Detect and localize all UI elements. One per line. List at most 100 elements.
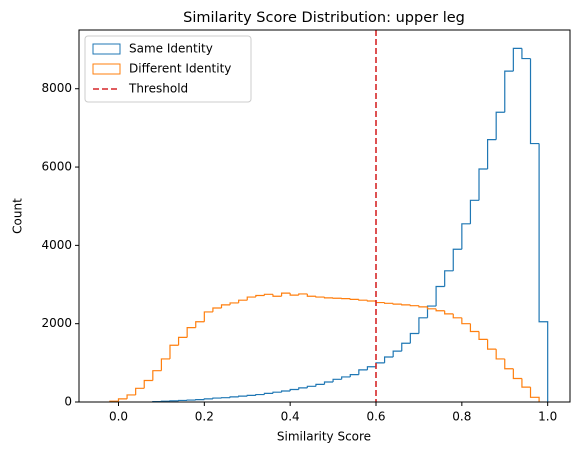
histogram-bin — [359, 299, 368, 300]
histogram-bin — [204, 399, 213, 400]
histogram-bin — [376, 301, 385, 303]
histogram-bin — [385, 303, 394, 304]
histogram-bin — [539, 144, 548, 402]
y-tick-label: 8000 — [41, 81, 72, 95]
histogram-bin — [367, 367, 376, 370]
histogram-bin — [325, 382, 334, 384]
histogram-bin — [153, 371, 162, 381]
histogram-bin — [496, 112, 505, 139]
histogram-bin — [513, 369, 522, 379]
legend-label: Different Identity — [129, 62, 231, 76]
histogram-bin — [118, 399, 127, 401]
legend-label: Same Identity — [129, 42, 213, 56]
histogram-bin — [496, 349, 505, 359]
histogram-bin — [453, 314, 462, 318]
x-axis-label: Similarity Score — [277, 430, 371, 444]
x-tick-label: 0.2 — [195, 410, 214, 424]
histogram-bin — [256, 295, 265, 297]
histogram-bin — [410, 305, 419, 306]
histogram-bin — [221, 305, 230, 308]
histogram-bin — [428, 306, 437, 318]
histogram-bin — [367, 300, 376, 301]
histogram-bin — [419, 318, 428, 334]
histogram-bin — [179, 337, 188, 345]
histogram-bin — [428, 307, 437, 309]
histogram-bin — [161, 359, 170, 371]
histogram-bin — [213, 398, 222, 399]
histogram-bin — [307, 294, 316, 296]
histogram-bin — [256, 395, 265, 396]
histogram-bin — [522, 379, 531, 388]
histogram-bin — [230, 397, 239, 398]
histogram-bin — [402, 304, 411, 305]
histogram-bin — [462, 224, 471, 249]
histogram-bin — [453, 249, 462, 271]
histogram-bin — [531, 387, 540, 402]
histogram-bin — [290, 389, 299, 391]
histogram-bin — [247, 395, 256, 396]
y-tick-label: 6000 — [41, 160, 72, 174]
histogram-bin — [325, 297, 334, 298]
histogram-bin — [127, 395, 136, 399]
y-tick-label: 0 — [64, 395, 72, 409]
histogram-bin — [282, 293, 291, 296]
histogram-bin — [393, 351, 402, 357]
histogram-bin — [376, 363, 385, 367]
histogram-bin — [513, 48, 522, 71]
histogram-bin — [350, 299, 359, 300]
histogram-bin — [462, 318, 471, 324]
histogram-bin — [479, 332, 488, 340]
histogram-bin — [333, 379, 342, 382]
histogram-bin — [230, 303, 239, 305]
x-tick-label: 0.0 — [109, 410, 128, 424]
histogram-bin — [359, 370, 368, 375]
histogram-bin — [402, 343, 411, 351]
histogram-bin — [419, 306, 428, 307]
histogram-bin — [436, 286, 445, 306]
histogram-bin — [505, 71, 514, 112]
histogram-bin — [385, 357, 394, 363]
histogram-bin — [144, 380, 153, 388]
x-tick-label: 0.6 — [366, 410, 385, 424]
histogram-bin — [290, 293, 299, 295]
histogram-bin — [445, 311, 454, 314]
histogram-bin — [307, 386, 316, 388]
histogram-bin — [264, 294, 273, 295]
histogram-bin — [239, 300, 248, 303]
x-tick-label: 0.4 — [281, 410, 300, 424]
histogram-bin — [488, 140, 497, 169]
histogram-bin — [410, 333, 419, 343]
histogram-bin — [299, 388, 308, 390]
histogram-bin — [342, 377, 351, 379]
histogram-bin — [273, 392, 282, 393]
histogram-bin — [213, 308, 222, 312]
histogram-bin — [531, 59, 540, 144]
histogram-bin — [282, 391, 291, 392]
histogram-bin — [187, 328, 196, 338]
y-tick-label: 4000 — [41, 238, 72, 252]
histogram-bin — [316, 296, 325, 297]
y-tick-label: 2000 — [41, 316, 72, 330]
histogram-bin — [470, 324, 479, 332]
histogram-bin — [505, 359, 514, 369]
histogram-bin — [247, 297, 256, 300]
histogram-bin — [393, 303, 402, 304]
histogram-bin — [273, 294, 282, 296]
y-axis-label: Count — [11, 198, 25, 234]
histogram-bin — [488, 339, 497, 349]
histogram-bin — [264, 393, 273, 394]
histogram-bin — [136, 388, 145, 395]
histogram-bin — [350, 375, 359, 377]
histogram-bin — [479, 169, 488, 200]
histogram-bin — [239, 396, 248, 397]
histogram-bin — [299, 294, 308, 295]
histogram-bin — [445, 271, 454, 287]
histogram-bin — [196, 322, 205, 328]
legend-label: Threshold — [128, 82, 188, 96]
histogram-bin — [470, 200, 479, 223]
histogram-bin — [522, 48, 531, 58]
x-tick-label: 1.0 — [538, 410, 557, 424]
chart-title: Similarity Score Distribution: upper leg — [183, 10, 465, 26]
x-tick-label: 0.8 — [452, 410, 471, 424]
